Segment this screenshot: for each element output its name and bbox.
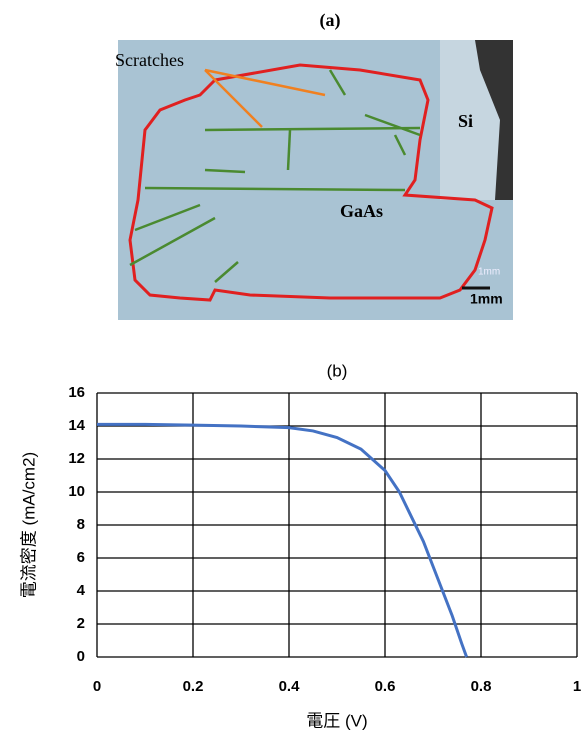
x-axis-label: 電圧 (V): [306, 711, 367, 730]
annotation: GaAs: [340, 201, 383, 221]
y-tick-label: 16: [68, 384, 85, 401]
annotation: Scratches: [115, 50, 184, 70]
y-tick-label: 6: [77, 549, 85, 566]
annotation: 1mm: [470, 291, 503, 307]
y-axis-label: 電流密度 (mA/cm2): [19, 452, 38, 598]
panel-title: (a): [320, 10, 341, 31]
y-tick-label: 14: [68, 417, 85, 434]
figure: (a) Scratches Si GaAs 1mm 1mm (b) 電圧 (V)…: [0, 0, 582, 743]
panel-b: (b) 電圧 (V) 電流密度 (mA/cm2) 0 2 4 6 8 10 12 14 16 0 0…: [19, 361, 581, 730]
panel-a: (a) Scratches Si GaAs 1mm 1mm: [115, 10, 513, 320]
x-tick-label: 0.4: [279, 678, 301, 695]
y-tick-label: 2: [77, 615, 85, 632]
y-tick-label: 8: [77, 516, 85, 533]
x-tick-label: 1: [573, 678, 581, 695]
y-tick-label: 0: [77, 648, 85, 665]
y-tick-label: 12: [68, 450, 85, 467]
x-tick-label: 0.8: [471, 678, 492, 695]
annotation: 1mm: [478, 267, 500, 278]
x-tick-label: 0.2: [183, 678, 204, 695]
chart-title: (b): [327, 361, 348, 380]
y-tick-label: 4: [77, 582, 86, 599]
y-tick-label: 10: [68, 483, 85, 500]
x-tick-label: 0: [93, 678, 101, 695]
annotation: Si: [458, 111, 473, 131]
x-tick-label: 0.6: [375, 678, 396, 695]
